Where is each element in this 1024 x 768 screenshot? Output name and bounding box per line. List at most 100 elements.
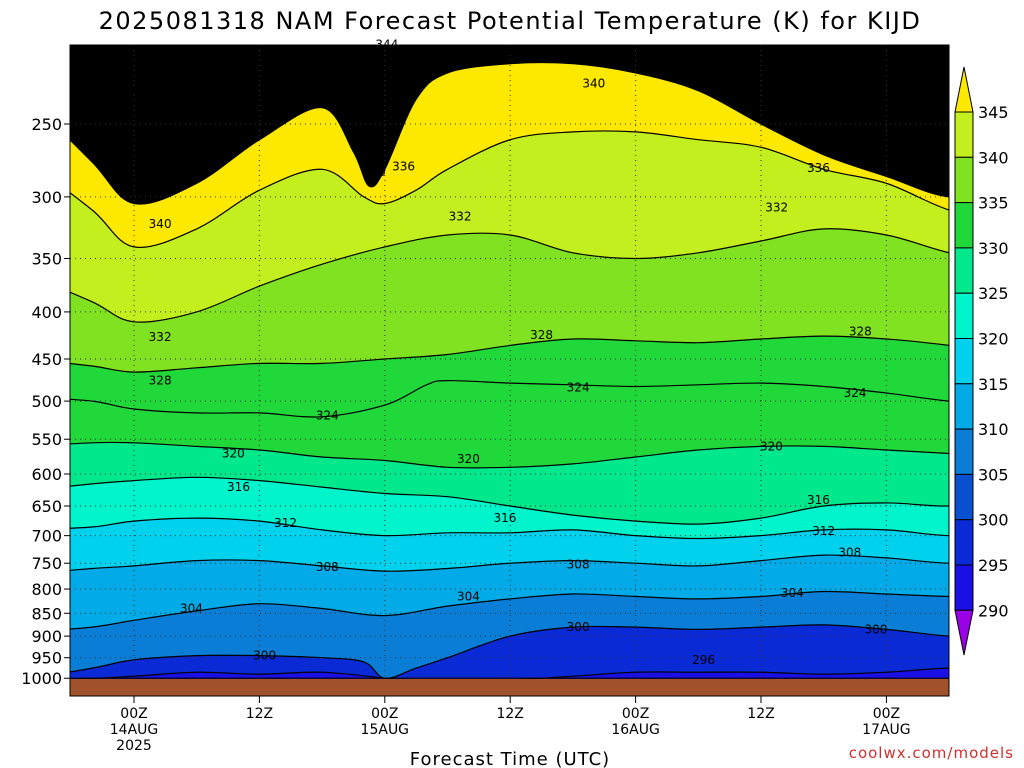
- dotted-gridlines: [70, 45, 949, 679]
- contour-label: 324: [844, 386, 867, 400]
- colorbar-segment: [954, 202, 974, 249]
- y-tick-label: 800: [31, 580, 62, 599]
- x-tick-label: 16AUG: [611, 722, 660, 738]
- y-tick-label: 600: [31, 465, 62, 484]
- contour-line-300: [70, 624, 949, 679]
- colorbar-segment: [954, 338, 974, 385]
- x-tick-label: 12Z: [496, 706, 523, 722]
- colorbar-segment: [954, 564, 974, 611]
- y-tick-label: 400: [31, 303, 62, 322]
- y-tick-label: 700: [31, 527, 62, 546]
- contour-line-328: [70, 335, 949, 373]
- colorbar-legend: 290 295 300 305 310 315 320 325 330 335 340 345: [954, 66, 1009, 656]
- colorbar-label: 315: [978, 375, 1009, 394]
- colorbar-label: 295: [978, 556, 1009, 575]
- pressure-axis: 250 300 350 400 450 500 550 600 650 700 750 800 850 9…: [21, 115, 70, 688]
- contour-label: 324: [316, 408, 339, 422]
- colorbar-segment: [954, 292, 974, 340]
- colorbar-segment: [954, 111, 974, 158]
- x-tick-label: 2025: [116, 738, 152, 754]
- contour-label: 304: [457, 589, 480, 603]
- chart-title: 2025081318 NAM Forecast Potential Temper…: [99, 7, 922, 35]
- colorbar-label: 305: [978, 465, 1009, 484]
- contour-label: 328: [530, 328, 553, 342]
- contour-label: 340: [363, 165, 386, 179]
- y-tick-label: 1000: [21, 669, 62, 688]
- contour-label: 332: [149, 330, 172, 344]
- theta-contour-lines: [70, 45, 949, 679]
- colorbar-segment: [954, 473, 974, 521]
- terrain-ground: [70, 679, 949, 696]
- contour-label: 336: [807, 161, 830, 175]
- y-tick-label: 900: [31, 627, 62, 646]
- contour-line-308: [70, 554, 949, 572]
- contour-label: 300: [253, 649, 276, 663]
- contour-line-336: [70, 130, 949, 249]
- y-tick-label: 450: [31, 350, 62, 369]
- contour-label: 328: [849, 324, 872, 338]
- colorbar-label: 320: [978, 330, 1009, 349]
- contour-label: 336: [392, 159, 415, 173]
- y-tick-label: 650: [31, 497, 62, 516]
- x-tick-label: 12Z: [747, 706, 774, 722]
- contour-label: 316: [227, 480, 250, 494]
- colorbar-label: 330: [978, 239, 1009, 258]
- x-tick-label: 00Z: [120, 706, 147, 722]
- x-tick-label: 15AUG: [361, 722, 410, 738]
- y-tick-label: 350: [31, 250, 62, 269]
- colorbar-bottom-triangle: [954, 609, 974, 656]
- contour-label: 296: [692, 653, 715, 667]
- contour-label: 328: [149, 374, 172, 388]
- contour-line-320: [70, 441, 949, 469]
- contour-label: 316: [807, 493, 830, 507]
- contour-label: 320: [222, 447, 245, 461]
- contour-label: 300: [567, 620, 590, 634]
- contour-line-324: [70, 379, 949, 418]
- colorbar-label: 345: [978, 103, 1009, 122]
- contour-label: 312: [812, 524, 835, 538]
- contour-label: 304: [180, 602, 203, 616]
- y-tick-label: 750: [31, 554, 62, 573]
- x-tick-label: 00Z: [622, 706, 649, 722]
- contour-line-316: [70, 476, 949, 525]
- colorbar-segment: [954, 156, 974, 204]
- y-tick-label: 500: [31, 392, 62, 411]
- contour-label: 340: [149, 217, 172, 231]
- contour-line-295: [75, 667, 949, 679]
- plot-frame: [69, 44, 950, 697]
- contour-label: 308: [316, 560, 339, 574]
- y-tick-label: 300: [31, 188, 62, 207]
- contour-label: 320: [457, 452, 480, 466]
- contour-label: 332: [765, 200, 788, 214]
- contour-label: 332: [449, 209, 472, 223]
- contour-line-340: [70, 61, 949, 205]
- theta-filled-bands: [70, 45, 949, 679]
- x-tick-label: 00Z: [873, 706, 900, 722]
- x-axis-label: Forecast Time (UTC): [410, 749, 610, 768]
- contour-line-312: [70, 517, 949, 540]
- y-tick-label: 250: [31, 115, 62, 134]
- y-tick-label: 550: [31, 430, 62, 449]
- contour-line-344: [70, 45, 949, 117]
- contour-label: 308: [838, 545, 861, 559]
- colorbar-label: 310: [978, 420, 1009, 439]
- contour-label: 304: [781, 586, 804, 600]
- colorbar-segment: [954, 383, 974, 430]
- x-tick-label: 17AUG: [862, 722, 911, 738]
- colorbar-label: 340: [978, 148, 1009, 167]
- contour-label: 320: [760, 439, 783, 453]
- y-tick-label: 950: [31, 649, 62, 668]
- y-tick-label: 850: [31, 604, 62, 623]
- site-credit: coolwx.com/models: [849, 744, 1014, 762]
- contour-line-304: [70, 590, 949, 630]
- colorbar-label: 290: [978, 601, 1009, 620]
- colorbar-label: 335: [978, 194, 1009, 213]
- x-tick-label: 14AUG: [110, 722, 159, 738]
- colorbar-label: 300: [978, 511, 1009, 530]
- colorbar-segment: [954, 428, 974, 475]
- contour-label: 316: [494, 511, 517, 525]
- band-fill-340: [70, 45, 949, 205]
